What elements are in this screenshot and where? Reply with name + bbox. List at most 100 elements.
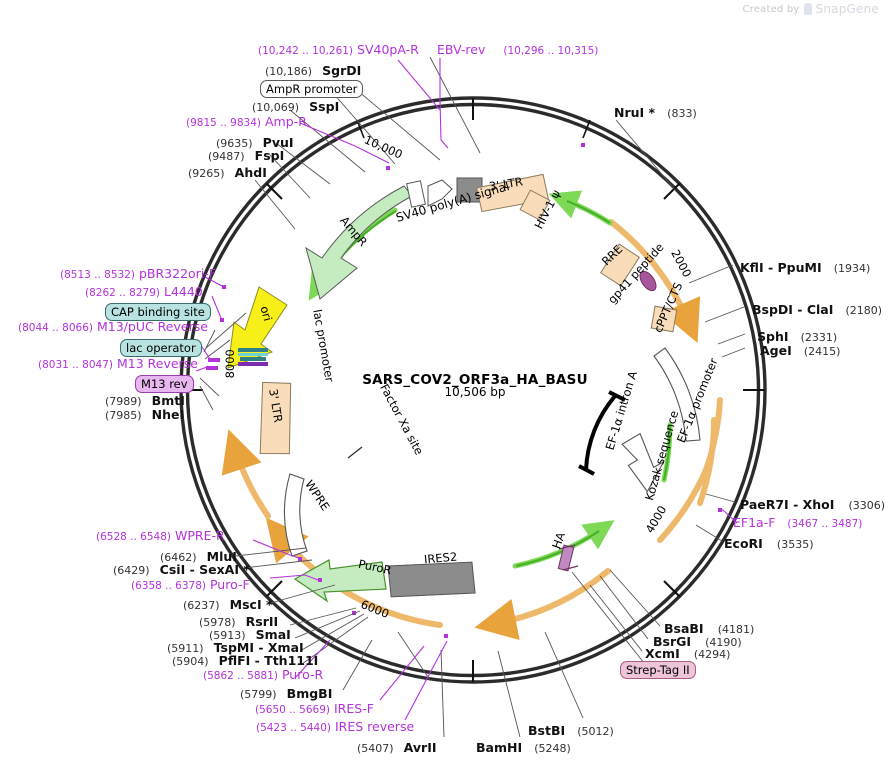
primer-pbr322ori-f[interactable]: (8513 .. 8532) pBR322ori-F <box>60 266 216 281</box>
primer-name: WPRE-R <box>174 528 225 543</box>
primer-m13-reverse[interactable]: (8031 .. 8047) M13 Reverse <box>38 357 198 371</box>
enzyme-name: PflFI - Tth111I <box>218 653 319 668</box>
feature-badge-strep-tag-ii[interactable]: Strep-Tag II <box>620 661 696 679</box>
enzyme-smai[interactable]: (5913) SmaI <box>209 626 291 642</box>
primer-range: (10,296 .. 10,315) <box>503 45 599 57</box>
primer-sv40pa-r[interactable]: (10,242 .. 10,261) SV40pA-R <box>258 42 419 57</box>
feature-badge-ampr-promoter[interactable]: AmpR promoter <box>260 80 364 98</box>
enzyme-name: NruI * <box>614 105 656 120</box>
leader-lines-primer-right <box>719 509 738 524</box>
plasmid-name: SARS_COV2_ORF3a_HA_BASU <box>362 372 588 388</box>
enzyme-position: (5407) <box>357 742 394 755</box>
primer-puro-f[interactable]: (6358 .. 6378) Puro-F <box>131 577 250 592</box>
primer-name: Puro-F <box>209 577 250 592</box>
enzyme-agei[interactable]: AgeI (2415) <box>760 342 840 358</box>
enzyme-position: (833) <box>667 107 697 120</box>
badge-label: Strep-Tag II <box>620 661 696 679</box>
enzyme-name: XcmI <box>645 646 680 661</box>
primer-wpre-r[interactable]: (6528 .. 6548) WPRE-R <box>96 528 225 543</box>
leader-lines-right <box>571 119 746 669</box>
enzyme-position: (7989) <box>105 395 142 408</box>
enzyme-sphi[interactable]: SphI (2331) <box>757 328 837 344</box>
enzyme-nhei[interactable]: (7985) NheI <box>105 406 184 422</box>
feature-ampr-arrow <box>305 185 413 300</box>
enzyme-position: (3535) <box>776 538 814 551</box>
enzyme-mlui[interactable]: (6462) MluI <box>160 548 237 564</box>
enzyme-name: PaeR7I - XhoI <box>740 497 835 512</box>
enzyme-ahdi[interactable]: (9265) AhdI <box>188 164 267 180</box>
primer-amp-r[interactable]: (9815 .. 9834) Amp-R <box>186 114 307 129</box>
feature-label-ires2: IRES2 <box>423 549 458 567</box>
enzyme-position: (5911) <box>167 642 204 655</box>
primer-m13-puc-reverse[interactable]: (8044 .. 8066) M13/pUC Reverse <box>18 319 208 334</box>
feature-badge-lac-operator[interactable]: lac operator <box>120 339 202 357</box>
primer-range: (5862 .. 5881) <box>203 670 278 682</box>
primer-range: (5423 .. 5440) <box>256 722 331 734</box>
enzyme-avrii[interactable]: (5407) AvrII <box>357 739 437 755</box>
primer-name: M13/pUC Reverse <box>96 319 208 334</box>
primer-range: (6358 .. 6378) <box>131 580 206 592</box>
feature-badge-m13-rev[interactable]: M13 rev <box>135 375 194 393</box>
enzyme-name: RsrII <box>245 614 279 629</box>
primer-ires-f[interactable]: (5650 .. 5669) IRES-F <box>255 701 374 716</box>
enzyme-rsrii[interactable]: (5978) RsrII <box>199 613 278 629</box>
badge-label: CAP binding site <box>105 303 211 321</box>
primer-ef1a-f[interactable]: EF1a-F (3467 .. 3487) <box>733 516 862 530</box>
enzyme-xcmi[interactable]: XcmI (4294) <box>645 645 730 661</box>
enzyme-kfli-ppumi[interactable]: KflI - PpuMI (1934) <box>740 259 870 275</box>
primer-range: (8262 .. 8279) <box>85 287 160 299</box>
enzyme-paer7i-xhoi[interactable]: PaeR7I - XhoI (3306) <box>740 496 885 512</box>
enzyme-position: (9265) <box>188 167 225 180</box>
enzyme-bmgbi[interactable]: (5799) BmgBI <box>240 685 332 701</box>
primer-puro-r[interactable]: (5862 .. 5881) Puro-R <box>203 668 323 682</box>
enzyme-pflfi-tth111i[interactable]: (5904) PflFI - Tth111I <box>172 652 318 668</box>
primer-ebv-rev[interactable]: EBV-rev (10,296 .. 10,315) <box>437 43 599 57</box>
snapgene-watermark: Created by SnapGene <box>743 2 880 16</box>
primer-l4440[interactable]: (8262 .. 8279) L4440 <box>85 285 203 299</box>
enzyme-bspdi-clai[interactable]: BspDI - ClaI (2180) <box>752 301 882 317</box>
enzyme-bmti[interactable]: (7989) BmtI <box>105 392 185 408</box>
enzyme-position: (5913) <box>209 629 246 642</box>
enzyme-fspi[interactable]: (9487) FspI <box>208 147 284 163</box>
enzyme-bsabi[interactable]: BsaBI (4181) <box>664 620 754 636</box>
enzyme-name: SspI <box>309 99 340 114</box>
enzyme-pvui[interactable]: (9635) PvuI <box>216 134 294 150</box>
enzyme-name: FspI <box>254 148 285 163</box>
enzyme-bamhi[interactable]: BamHI (5248) <box>476 739 571 755</box>
enzyme-bstbi[interactable]: BstBI (5012) <box>528 722 614 738</box>
enzyme-position: (9635) <box>216 137 253 150</box>
enzyme-sspi[interactable]: (10,069) SspI <box>252 98 339 114</box>
primer-name: IRES-F <box>333 701 374 716</box>
enzyme-csii-sexai[interactable]: (6429) CsiI - SexAI * <box>113 561 250 577</box>
enzyme-ecori[interactable]: EcoRI (3535) <box>724 535 813 551</box>
enzyme-position: (5012) <box>577 725 614 738</box>
enzyme-position: (9487) <box>208 150 245 163</box>
enzyme-sgrdi[interactable]: (10,186) SgrDI <box>265 62 361 78</box>
enzyme-position: (5904) <box>172 655 209 668</box>
primer-range: (8513 .. 8532) <box>60 269 135 281</box>
enzyme-position: (6462) <box>160 551 197 564</box>
primer-name: Amp-R <box>264 114 307 129</box>
badge-label: lac operator <box>120 339 202 357</box>
primer-range: (10,242 .. 10,261) <box>258 45 354 57</box>
enzyme-msci[interactable]: (6237) MscI * <box>183 596 273 612</box>
enzyme-position: (6429) <box>113 564 150 577</box>
primer-name: pBR322ori-F <box>138 266 216 281</box>
enzyme-tspmi-xmai[interactable]: (5911) TspMI - XmaI <box>167 639 304 655</box>
enzyme-name: BsrGI <box>653 634 692 649</box>
enzyme-name: SmaI <box>255 627 291 642</box>
enzyme-position: (7985) <box>105 409 142 422</box>
enzyme-position: (1934) <box>833 262 871 275</box>
feature-badge-cap-binding-site[interactable]: CAP binding site <box>105 303 211 321</box>
enzyme-nrui[interactable]: NruI * (833) <box>614 104 697 120</box>
enzyme-position: (3306) <box>848 499 886 512</box>
enzyme-position: (4181) <box>717 623 755 636</box>
leader-lines-primer-top <box>397 58 449 149</box>
enzyme-position: (2415) <box>803 345 841 358</box>
primer-name: SV40pA-R <box>357 42 419 57</box>
primer-ires-reverse[interactable]: (5423 .. 5440) IRES reverse <box>256 720 414 734</box>
primer-range: (5650 .. 5669) <box>255 704 330 716</box>
enzyme-bsrgi[interactable]: BsrGI (4190) <box>653 633 742 649</box>
enzyme-name: AhdI <box>234 165 267 180</box>
